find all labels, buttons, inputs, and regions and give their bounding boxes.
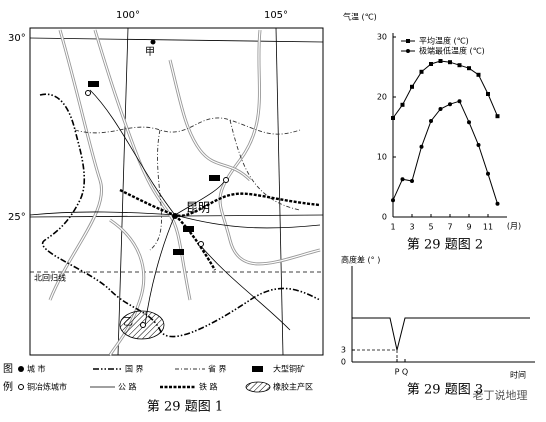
marker: [457, 99, 462, 104]
smelting-city: [198, 241, 204, 247]
marker: [448, 60, 452, 65]
meridian: [117, 27, 129, 356]
legend-head: 例: [3, 380, 13, 393]
y-tick-label: 20: [377, 93, 387, 102]
watermark: 老丁说地理: [473, 388, 528, 402]
rivers: [48, 29, 321, 356]
marker: [419, 144, 424, 149]
marker: [429, 119, 433, 123]
y-tick-label: 3: [341, 346, 346, 355]
caption: 第 29 题图 1: [147, 400, 223, 415]
legend-item: 铜冶炼城市: [27, 382, 67, 392]
tropic-label: 北回归线: [34, 273, 66, 283]
copper-mine: [173, 249, 184, 255]
caption: 第 29 题图 3: [407, 383, 483, 398]
y-tick-label: 0: [382, 213, 387, 222]
marker: [400, 177, 405, 182]
copper-mine: [209, 175, 220, 181]
line: [352, 317, 530, 351]
legend-marker: [406, 39, 410, 43]
marker: [476, 143, 481, 147]
y-tick-label: 30: [377, 33, 387, 42]
x-tick-label: Q: [402, 368, 408, 377]
marker: [495, 201, 500, 206]
legend-symbol: [18, 366, 24, 372]
legend-label: 平均温度 (℃): [419, 36, 469, 46]
parallel: [29, 37, 324, 43]
marker: [476, 72, 481, 77]
x-tick-label: 5: [428, 223, 433, 232]
legend-item: 省 界: [208, 364, 227, 374]
smelting-city: [223, 177, 229, 183]
x-tick-label: P: [395, 368, 400, 377]
meridian: [275, 27, 284, 356]
legend-item: 公 路: [118, 382, 137, 392]
legend-item: 铁 路: [199, 382, 218, 392]
marker: [410, 179, 414, 183]
place-label: 乙: [123, 316, 133, 328]
marker: [486, 92, 490, 96]
y-axis-label: 气温 (℃): [343, 12, 377, 22]
marker: [410, 84, 414, 89]
smelting-city: [85, 90, 91, 96]
copper-mine: [88, 81, 99, 87]
city: [172, 213, 178, 219]
line: [392, 60, 498, 119]
place-label: 甲: [145, 47, 155, 58]
marker: [467, 66, 471, 71]
place-label: 昆明: [186, 201, 210, 215]
legend-label: 极端最低温度 (℃): [419, 46, 485, 56]
marker: [400, 102, 405, 107]
marker: [467, 120, 471, 125]
highway: [29, 89, 321, 331]
marker: [391, 198, 395, 203]
legend-item: 大型铜矿: [273, 364, 305, 374]
marker: [495, 114, 500, 119]
legend-symbol: [252, 366, 263, 372]
provincial-border: [74, 117, 301, 251]
x-tick-label: 7: [447, 223, 452, 232]
legend-symbol: [18, 384, 24, 390]
legend-item: 国 界: [125, 365, 144, 374]
line: [392, 100, 498, 204]
marker: [448, 102, 452, 107]
city: [150, 39, 156, 45]
legend-item: 城 市: [27, 364, 46, 374]
marker: [457, 63, 462, 68]
marker: [486, 171, 490, 176]
lon-label: 100°: [116, 10, 140, 21]
legend-symbol: [245, 381, 271, 393]
legend-marker: [406, 49, 410, 53]
map-frame: [29, 27, 324, 356]
national-border: [39, 93, 321, 338]
marker: [391, 116, 395, 120]
lat-label: 25°: [8, 212, 26, 223]
x-axis-label: 时间: [510, 370, 526, 380]
marker: [429, 62, 433, 66]
y-tick-label: 0: [341, 358, 346, 367]
legend-head: 图: [3, 363, 13, 375]
railway: [119, 188, 321, 271]
x-tick-label: 1: [390, 223, 395, 232]
copper-mine: [183, 226, 194, 232]
legend-item: 橡胶主产区: [273, 382, 313, 392]
marker: [438, 107, 443, 111]
marker: [419, 69, 424, 74]
y-axis-label: 高度差 (° ): [341, 255, 380, 265]
lon-label: 105°: [264, 10, 288, 21]
y-tick-label: 10: [377, 153, 387, 162]
map: 100° 105° 30° 25° 甲 昆明 乙 北回归线 图 例 城 市 国 …: [3, 10, 324, 415]
marker: [438, 59, 443, 63]
x-tick-label: 11: [483, 223, 493, 232]
x-axis-label: (月): [507, 222, 521, 231]
x-tick-label: 9: [466, 223, 471, 232]
city: [140, 322, 146, 328]
caption: 第 29 题图 2: [407, 238, 483, 253]
lat-label: 30°: [8, 33, 26, 44]
guide-line: [352, 349, 398, 362]
x-tick-label: 3: [409, 223, 414, 232]
